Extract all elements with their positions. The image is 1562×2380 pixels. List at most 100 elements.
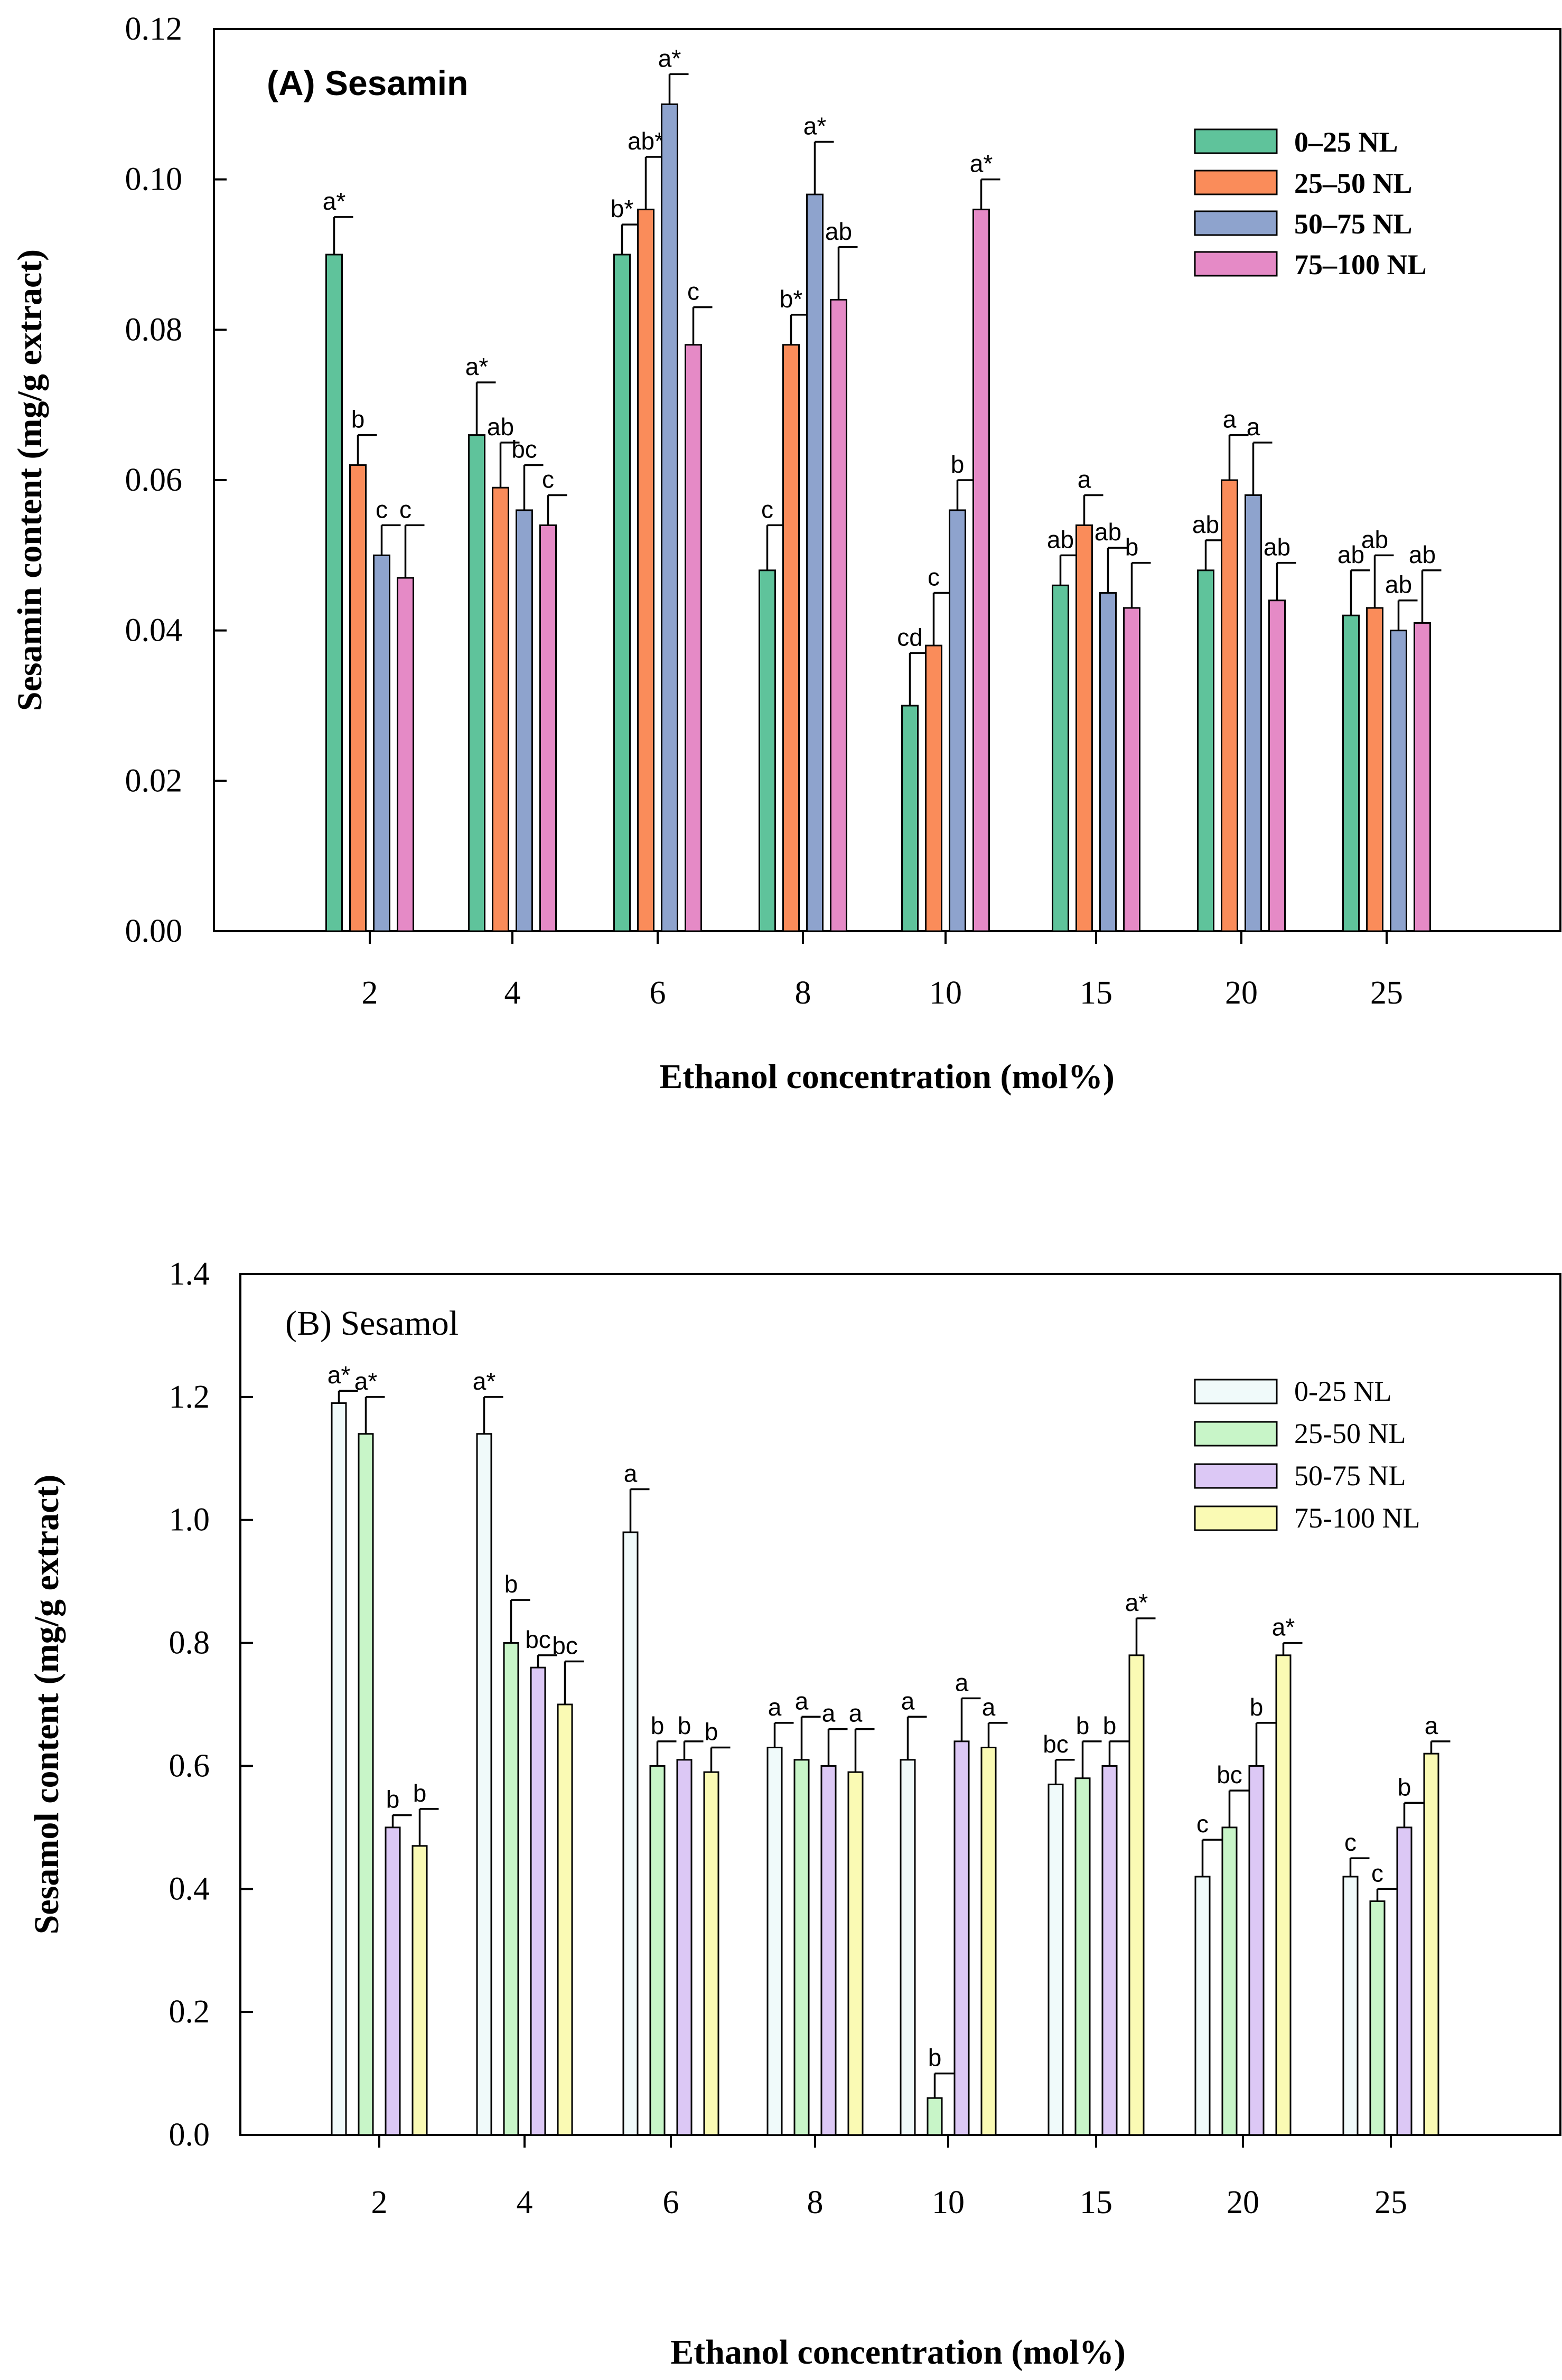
panel-a-legend-label-50-75: 50–75 NL bbox=[1294, 208, 1413, 240]
panel-a-bar bbox=[1052, 584, 1069, 932]
panel-b-significance-label: c bbox=[1344, 1829, 1357, 1856]
panel-b-significance-label: b bbox=[678, 1712, 691, 1739]
panel-b-significance-label: a bbox=[768, 1693, 782, 1721]
panel-b-legend-label-25-50: 25-50 NL bbox=[1294, 1418, 1406, 1449]
panel-b-significance-label: bc bbox=[552, 1632, 578, 1660]
panel-a-bar bbox=[1366, 607, 1383, 932]
panel-b-significance-label: a bbox=[795, 1687, 809, 1714]
panel-b-significance-label: a bbox=[1425, 1712, 1438, 1739]
panel-a-y-tick-label: 0.04 bbox=[125, 613, 183, 649]
panel-a-x-tick-label: 8 bbox=[795, 975, 811, 1011]
panel-b-bar bbox=[1275, 1654, 1292, 2136]
panel-b-significance-label: c bbox=[1196, 1810, 1209, 1838]
panel-a-legend-label-75-100: 75–100 NL bbox=[1294, 249, 1427, 280]
panel-a-significance-label: a* bbox=[970, 150, 993, 177]
panel-b-bar bbox=[1423, 1753, 1439, 2136]
panel-a-significance-label: b bbox=[951, 451, 965, 478]
panel-a-bar bbox=[1099, 592, 1117, 932]
panel-a-title: (A) Sesamin bbox=[267, 63, 468, 102]
panel-a-bar bbox=[516, 509, 533, 932]
panel-a-significance-label: a* bbox=[323, 188, 346, 215]
panel-b-legend-label-50-75: 50-75 NL bbox=[1294, 1460, 1406, 1492]
panel-b-bar bbox=[1342, 1876, 1359, 2136]
panel-b-sesamol: (B) Sesamol Ethanol concentration (mol%)… bbox=[27, 1256, 1561, 2372]
panel-a-bar bbox=[1123, 607, 1140, 932]
panel-b-bar bbox=[1074, 1777, 1091, 2136]
panel-a-significance-label: ab bbox=[1409, 541, 1436, 568]
panel-a-bar bbox=[782, 344, 800, 932]
panel-a-bar bbox=[1245, 494, 1262, 932]
panel-a-bar bbox=[349, 464, 367, 932]
panel-a-significance-label: ab bbox=[1385, 571, 1412, 598]
panel-b-significance-label: b bbox=[1103, 1712, 1117, 1739]
panel-b-bar bbox=[1047, 1783, 1064, 2136]
panel-b-significance-label: a* bbox=[354, 1367, 378, 1395]
panel-a-significance-label: ab bbox=[1361, 526, 1388, 553]
panel-a-significance-label: ab bbox=[1047, 526, 1074, 553]
panel-a-y-axis: 0.00 0.02 0.04 0.06 0.08 0.10 0.12 bbox=[125, 11, 227, 949]
panel-b-legend-label-0-25: 0-25 NL bbox=[1294, 1375, 1391, 1407]
panel-a-legend-label-0-25: 0–25 NL bbox=[1294, 126, 1398, 158]
panel-b-bar bbox=[1369, 1900, 1386, 2136]
panel-a-significance-label: a bbox=[1247, 413, 1260, 441]
panel-a-bar bbox=[972, 209, 990, 932]
panel-a-significance-label: a bbox=[1078, 465, 1091, 493]
panel-a-significance-label: c bbox=[761, 495, 773, 523]
panel-b-y-tick-label: 0.2 bbox=[169, 1994, 210, 2030]
panel-a-significance-label: c bbox=[687, 278, 699, 305]
panel-b-significance-label: b bbox=[413, 1779, 427, 1807]
panel-a-x-tick-label: 2 bbox=[362, 975, 378, 1011]
panel-b-x-axis-title: Ethanol concentration (mol%) bbox=[670, 2333, 1126, 2372]
panel-b-significance-label: a bbox=[822, 1700, 836, 1727]
panel-b-y-tick-label: 0.0 bbox=[169, 2117, 210, 2153]
panel-a-y-tick-label: 0.12 bbox=[125, 11, 183, 47]
panel-a-significance-label: b* bbox=[780, 285, 803, 313]
panel-a-bar bbox=[325, 254, 343, 932]
panel-a-significance-label: c bbox=[376, 495, 388, 523]
panel-b-bar bbox=[820, 1765, 837, 2136]
panel-b-bar bbox=[1128, 1654, 1145, 2136]
panel-a-significance-label: ab bbox=[825, 218, 852, 245]
panel-a-significance-label: bc bbox=[511, 436, 537, 463]
panel-a-significance-label: c bbox=[542, 465, 554, 493]
panel-a-significance-label: ab bbox=[487, 413, 514, 441]
panel-a-bar bbox=[1414, 622, 1431, 932]
panel-b-bar bbox=[476, 1433, 492, 2136]
panel-a-legend: 0–25 NL 25–50 NL 50–75 NL 75–100 NL bbox=[1194, 126, 1427, 280]
panel-a-significance-label: a bbox=[1223, 406, 1237, 433]
panel-a-legend-swatch-25-50 bbox=[1194, 170, 1278, 195]
panel-b-bar bbox=[766, 1747, 783, 2136]
panel-b-x-tick-label: 8 bbox=[807, 2185, 824, 2220]
panel-a-bars: a*bc ca*abbccb*ab*a*ccb*a*abcdcba*abaabba… bbox=[323, 44, 1442, 932]
panel-a-significance-label: ab bbox=[1192, 511, 1219, 538]
panel-a-legend-label-25-50: 25–50 NL bbox=[1294, 167, 1413, 199]
panel-a-significance-label: cd bbox=[897, 623, 923, 651]
panel-a-significance-label: ab bbox=[1095, 518, 1121, 546]
panel-b-significance-label: b bbox=[1250, 1693, 1264, 1721]
panel-a-bar bbox=[1197, 569, 1214, 932]
panel-b-y-tick-label: 0.8 bbox=[169, 1625, 210, 1661]
panel-b-bar bbox=[1221, 1826, 1238, 2136]
panel-a-bar bbox=[1268, 599, 1286, 932]
panel-b-significance-label: b bbox=[1076, 1712, 1090, 1739]
panel-b-significance-label: a bbox=[901, 1687, 915, 1714]
panel-a-bar bbox=[901, 705, 919, 932]
panel-b-legend-label-75-100: 75-100 NL bbox=[1294, 1502, 1420, 1534]
panel-b-bar bbox=[980, 1747, 997, 2136]
panel-a-bar bbox=[685, 344, 702, 932]
panel-b-significance-label: a* bbox=[1125, 1589, 1148, 1616]
panel-a-bar bbox=[806, 193, 824, 932]
panel-a-bar bbox=[925, 644, 942, 932]
panel-b-x-tick-label: 2 bbox=[371, 2185, 388, 2220]
panel-a-x-tick-label: 20 bbox=[1225, 975, 1258, 1011]
panel-b-legend-swatch-0-25 bbox=[1194, 1379, 1278, 1404]
panel-a-significance-label: c bbox=[399, 495, 411, 523]
panel-b-significance-label: b bbox=[1398, 1773, 1411, 1801]
panel-a-significance-label: b bbox=[1125, 533, 1139, 561]
panel-b-bar bbox=[927, 2097, 943, 2136]
panel-b-significance-label: a* bbox=[1272, 1614, 1295, 1641]
panel-a-y-tick-label: 0.06 bbox=[125, 462, 183, 498]
panel-a-significance-label: ab* bbox=[628, 127, 664, 155]
panel-a-significance-label: a* bbox=[803, 113, 827, 140]
panel-b-x-tick-label: 6 bbox=[663, 2185, 679, 2220]
